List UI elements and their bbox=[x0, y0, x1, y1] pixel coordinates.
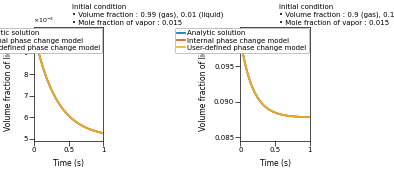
User-defined phase change model bbox=[245, 72, 250, 74]
User-defined phase change model bbox=[294, 116, 298, 118]
User-defined phase change model bbox=[32, 31, 36, 33]
Internal phase change model bbox=[269, 110, 273, 112]
X-axis label: Time (s): Time (s) bbox=[53, 159, 84, 168]
Internal phase change model bbox=[87, 128, 92, 130]
Analytic solution bbox=[79, 124, 84, 126]
User-defined phase change model bbox=[238, 38, 243, 40]
Internal phase change model bbox=[294, 116, 298, 118]
Analytic solution bbox=[286, 115, 290, 117]
Analytic solution bbox=[101, 132, 106, 134]
Internal phase change model bbox=[286, 115, 290, 117]
User-defined phase change model bbox=[308, 116, 312, 118]
Internal phase change model bbox=[245, 72, 250, 74]
Analytic solution bbox=[245, 72, 250, 74]
Line: User-defined phase change model: User-defined phase change model bbox=[240, 39, 310, 117]
Analytic solution bbox=[308, 116, 312, 118]
Analytic solution bbox=[60, 107, 65, 109]
Analytic solution bbox=[238, 38, 243, 40]
Text: $\times10^{-3}$: $\times10^{-3}$ bbox=[33, 15, 54, 25]
User-defined phase change model bbox=[62, 110, 67, 112]
Line: User-defined phase change model: User-defined phase change model bbox=[34, 32, 104, 133]
Internal phase change model bbox=[101, 132, 106, 134]
Y-axis label: Volume fraction of liquid: Volume fraction of liquid bbox=[4, 37, 13, 131]
Legend: Analytic solution, Internal phase change model, User-defined phase change model: Analytic solution, Internal phase change… bbox=[175, 28, 309, 53]
Line: Analytic solution: Analytic solution bbox=[34, 32, 104, 133]
User-defined phase change model bbox=[39, 60, 43, 62]
User-defined phase change model bbox=[86, 128, 91, 130]
Line: Internal phase change model: Internal phase change model bbox=[240, 39, 310, 117]
Text: Initial condition
• Volume fraction : 0.99 (gas), 0.01 (liquid)
• Mole fraction : Initial condition • Volume fraction : 0.… bbox=[72, 4, 223, 26]
Y-axis label: Volume fraction of liquid: Volume fraction of liquid bbox=[199, 37, 208, 131]
Analytic solution bbox=[294, 116, 298, 118]
User-defined phase change model bbox=[269, 110, 273, 112]
Internal phase change model bbox=[60, 107, 65, 109]
Internal phase change model bbox=[238, 38, 243, 40]
Analytic solution bbox=[266, 108, 271, 110]
User-defined phase change model bbox=[292, 115, 297, 117]
Internal phase change model bbox=[266, 108, 271, 110]
Internal phase change model bbox=[79, 124, 84, 126]
Internal phase change model bbox=[308, 116, 312, 118]
Line: Analytic solution: Analytic solution bbox=[240, 39, 310, 117]
User-defined phase change model bbox=[79, 124, 84, 126]
Internal phase change model bbox=[292, 115, 297, 117]
Analytic solution bbox=[269, 110, 273, 112]
User-defined phase change model bbox=[266, 108, 271, 110]
Analytic solution bbox=[32, 31, 36, 33]
X-axis label: Time (s): Time (s) bbox=[260, 159, 291, 168]
Legend: Analytic solution, Internal phase change model, User-defined phase change model: Analytic solution, Internal phase change… bbox=[0, 28, 102, 53]
Internal phase change model bbox=[62, 110, 67, 112]
Internal phase change model bbox=[86, 128, 91, 130]
User-defined phase change model bbox=[286, 115, 290, 117]
Line: Internal phase change model: Internal phase change model bbox=[34, 32, 104, 133]
Text: Initial condition
• Volume fraction : 0.9 (gas), 0.1 (liquid)
• Mole fraction of: Initial condition • Volume fraction : 0.… bbox=[279, 4, 394, 26]
Internal phase change model bbox=[32, 31, 36, 33]
Analytic solution bbox=[86, 128, 91, 130]
Analytic solution bbox=[39, 60, 43, 62]
User-defined phase change model bbox=[87, 128, 92, 130]
Internal phase change model bbox=[39, 60, 43, 62]
User-defined phase change model bbox=[60, 107, 65, 109]
Analytic solution bbox=[87, 128, 92, 130]
User-defined phase change model bbox=[101, 132, 106, 134]
Analytic solution bbox=[292, 115, 297, 117]
Analytic solution bbox=[62, 110, 67, 112]
